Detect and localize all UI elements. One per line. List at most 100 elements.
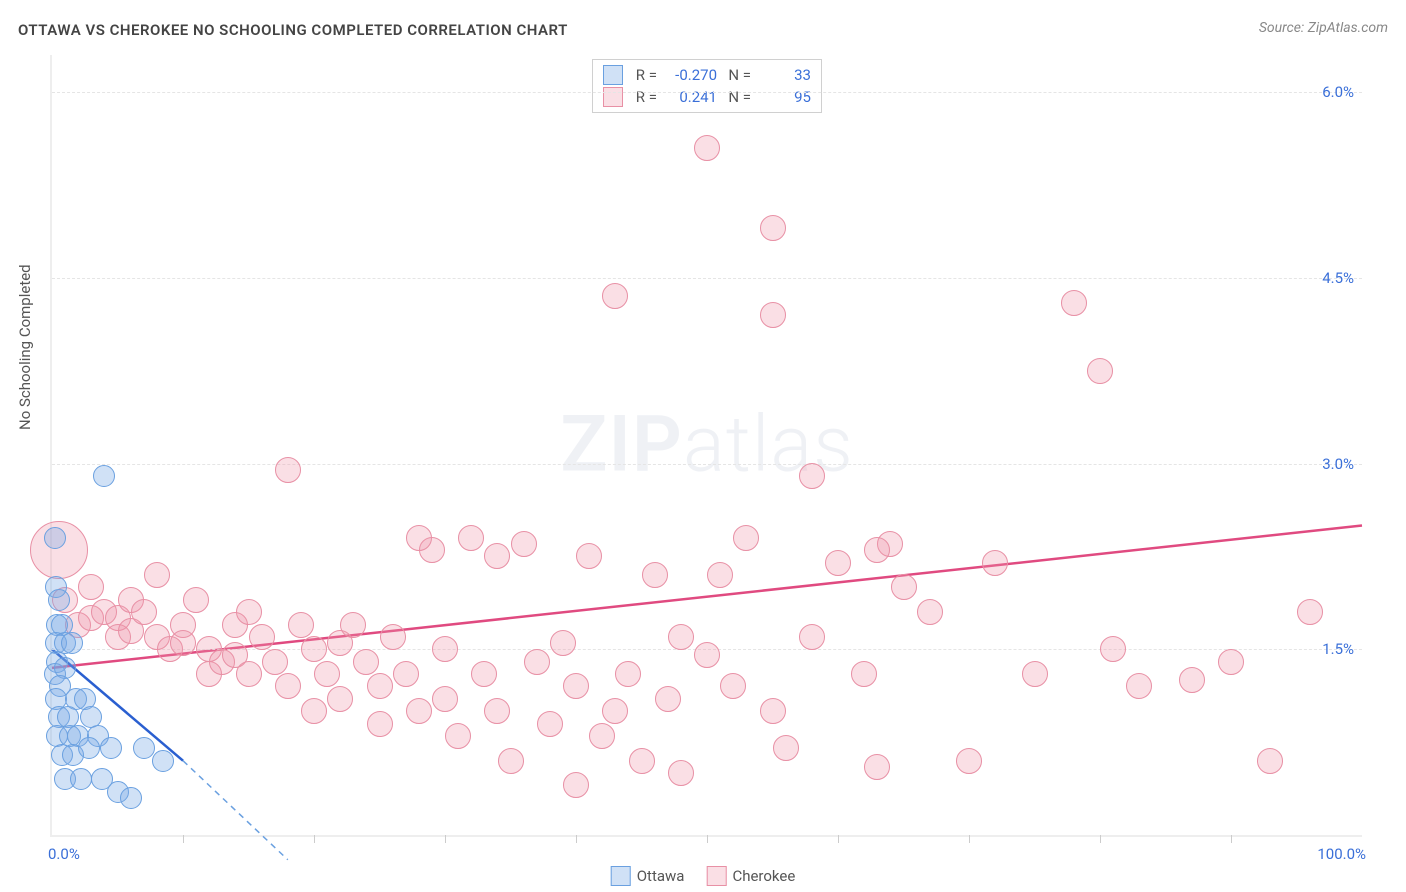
n-value-ottawa: 33 — [757, 64, 811, 86]
data-point-ottawa — [78, 737, 100, 759]
data-point-cherokee — [982, 550, 1008, 576]
y-tick-label: 6.0% — [1322, 83, 1354, 101]
data-point-cherokee — [78, 574, 104, 600]
data-point-cherokee — [1218, 649, 1244, 675]
data-point-cherokee — [917, 599, 943, 625]
data-point-cherokee — [799, 624, 825, 650]
chart-title: OTTAWA VS CHEROKEE NO SCHOOLING COMPLETE… — [18, 21, 568, 39]
data-point-cherokee — [1100, 636, 1126, 662]
data-point-cherokee — [1087, 358, 1113, 384]
data-point-ottawa — [70, 768, 92, 790]
source-text: Source: ZipAtlas.com — [1259, 20, 1388, 36]
x-tick — [314, 835, 315, 843]
data-point-ottawa — [61, 632, 83, 654]
stats-row-ottawa: R = -0.270 N = 33 — [603, 64, 811, 86]
x-tick — [183, 835, 184, 843]
data-point-cherokee — [524, 649, 550, 675]
legend-swatch-ottawa-icon — [611, 866, 631, 886]
data-point-cherokee — [864, 754, 890, 780]
data-point-cherokee — [458, 525, 484, 551]
data-point-cherokee — [511, 531, 537, 557]
legend-item-ottawa: Ottawa — [611, 866, 685, 886]
data-point-ottawa — [44, 527, 66, 549]
data-point-cherokee — [406, 525, 432, 551]
data-point-cherokee — [615, 661, 641, 687]
x-tick — [445, 835, 446, 843]
gridline — [52, 92, 1362, 93]
y-axis-label: No Schooling Completed — [16, 264, 34, 430]
data-point-cherokee — [275, 457, 301, 483]
data-point-cherokee — [1061, 290, 1087, 316]
data-point-cherokee — [773, 735, 799, 761]
data-point-ottawa — [120, 787, 142, 809]
data-point-cherokee — [498, 748, 524, 774]
data-point-cherokee — [733, 525, 759, 551]
data-point-cherokee — [393, 661, 419, 687]
data-point-cherokee — [707, 562, 733, 588]
x-tick — [969, 835, 970, 843]
legend: Ottawa Cherokee — [611, 866, 796, 886]
data-point-cherokee — [799, 463, 825, 489]
data-point-cherokee — [563, 673, 589, 699]
data-point-cherokee — [1179, 667, 1205, 693]
x-tick — [707, 835, 708, 843]
legend-item-cherokee: Cherokee — [706, 866, 795, 886]
data-point-cherokee — [851, 661, 877, 687]
data-point-cherokee — [760, 302, 786, 328]
data-point-cherokee — [183, 587, 209, 613]
data-point-cherokee — [432, 686, 458, 712]
data-point-cherokee — [1126, 673, 1152, 699]
data-point-cherokee — [589, 723, 615, 749]
data-point-cherokee — [629, 748, 655, 774]
regression-lines — [52, 55, 1362, 835]
swatch-cherokee-icon — [603, 87, 623, 107]
data-point-cherokee — [1257, 748, 1283, 774]
data-point-cherokee — [367, 673, 393, 699]
data-point-cherokee — [668, 760, 694, 786]
legend-swatch-cherokee-icon — [706, 866, 726, 886]
r-value-cherokee: 0.241 — [663, 86, 717, 108]
x-tick — [1100, 835, 1101, 843]
data-point-ottawa — [93, 465, 115, 487]
data-point-cherokee — [131, 599, 157, 625]
data-point-cherokee — [445, 723, 471, 749]
data-point-cherokee — [236, 661, 262, 687]
y-tick-label: 3.0% — [1322, 455, 1354, 473]
data-point-cherokee — [367, 711, 393, 737]
data-point-cherokee — [642, 562, 668, 588]
data-point-cherokee — [262, 649, 288, 675]
data-point-cherokee — [668, 624, 694, 650]
data-point-ottawa — [152, 750, 174, 772]
data-point-cherokee — [537, 711, 563, 737]
data-point-cherokee — [170, 630, 196, 656]
data-point-cherokee — [576, 543, 602, 569]
stats-row-cherokee: R = 0.241 N = 95 — [603, 86, 811, 108]
data-point-cherokee — [249, 624, 275, 650]
data-point-cherokee — [314, 661, 340, 687]
data-point-cherokee — [327, 686, 353, 712]
data-point-cherokee — [602, 283, 628, 309]
data-point-cherokee — [550, 630, 576, 656]
data-point-cherokee — [956, 748, 982, 774]
x-tick — [1231, 835, 1232, 843]
data-point-cherokee — [602, 698, 628, 724]
data-point-cherokee — [563, 772, 589, 798]
data-point-ottawa — [100, 737, 122, 759]
data-point-cherokee — [1297, 599, 1323, 625]
r-value-ottawa: -0.270 — [663, 64, 717, 86]
data-point-cherokee — [301, 698, 327, 724]
data-point-cherokee — [301, 636, 327, 662]
data-point-ottawa — [133, 737, 155, 759]
data-point-cherokee — [340, 612, 366, 638]
data-point-cherokee — [288, 612, 314, 638]
data-point-cherokee — [236, 599, 262, 625]
data-point-cherokee — [406, 698, 432, 724]
data-point-cherokee — [471, 661, 497, 687]
data-point-cherokee — [760, 698, 786, 724]
gridline — [52, 278, 1362, 279]
data-point-cherokee — [825, 550, 851, 576]
x-axis-max-label: 100.0% — [1317, 845, 1366, 863]
swatch-ottawa-icon — [603, 65, 623, 85]
data-point-cherokee — [353, 649, 379, 675]
x-axis-min-label: 0.0% — [48, 845, 80, 863]
